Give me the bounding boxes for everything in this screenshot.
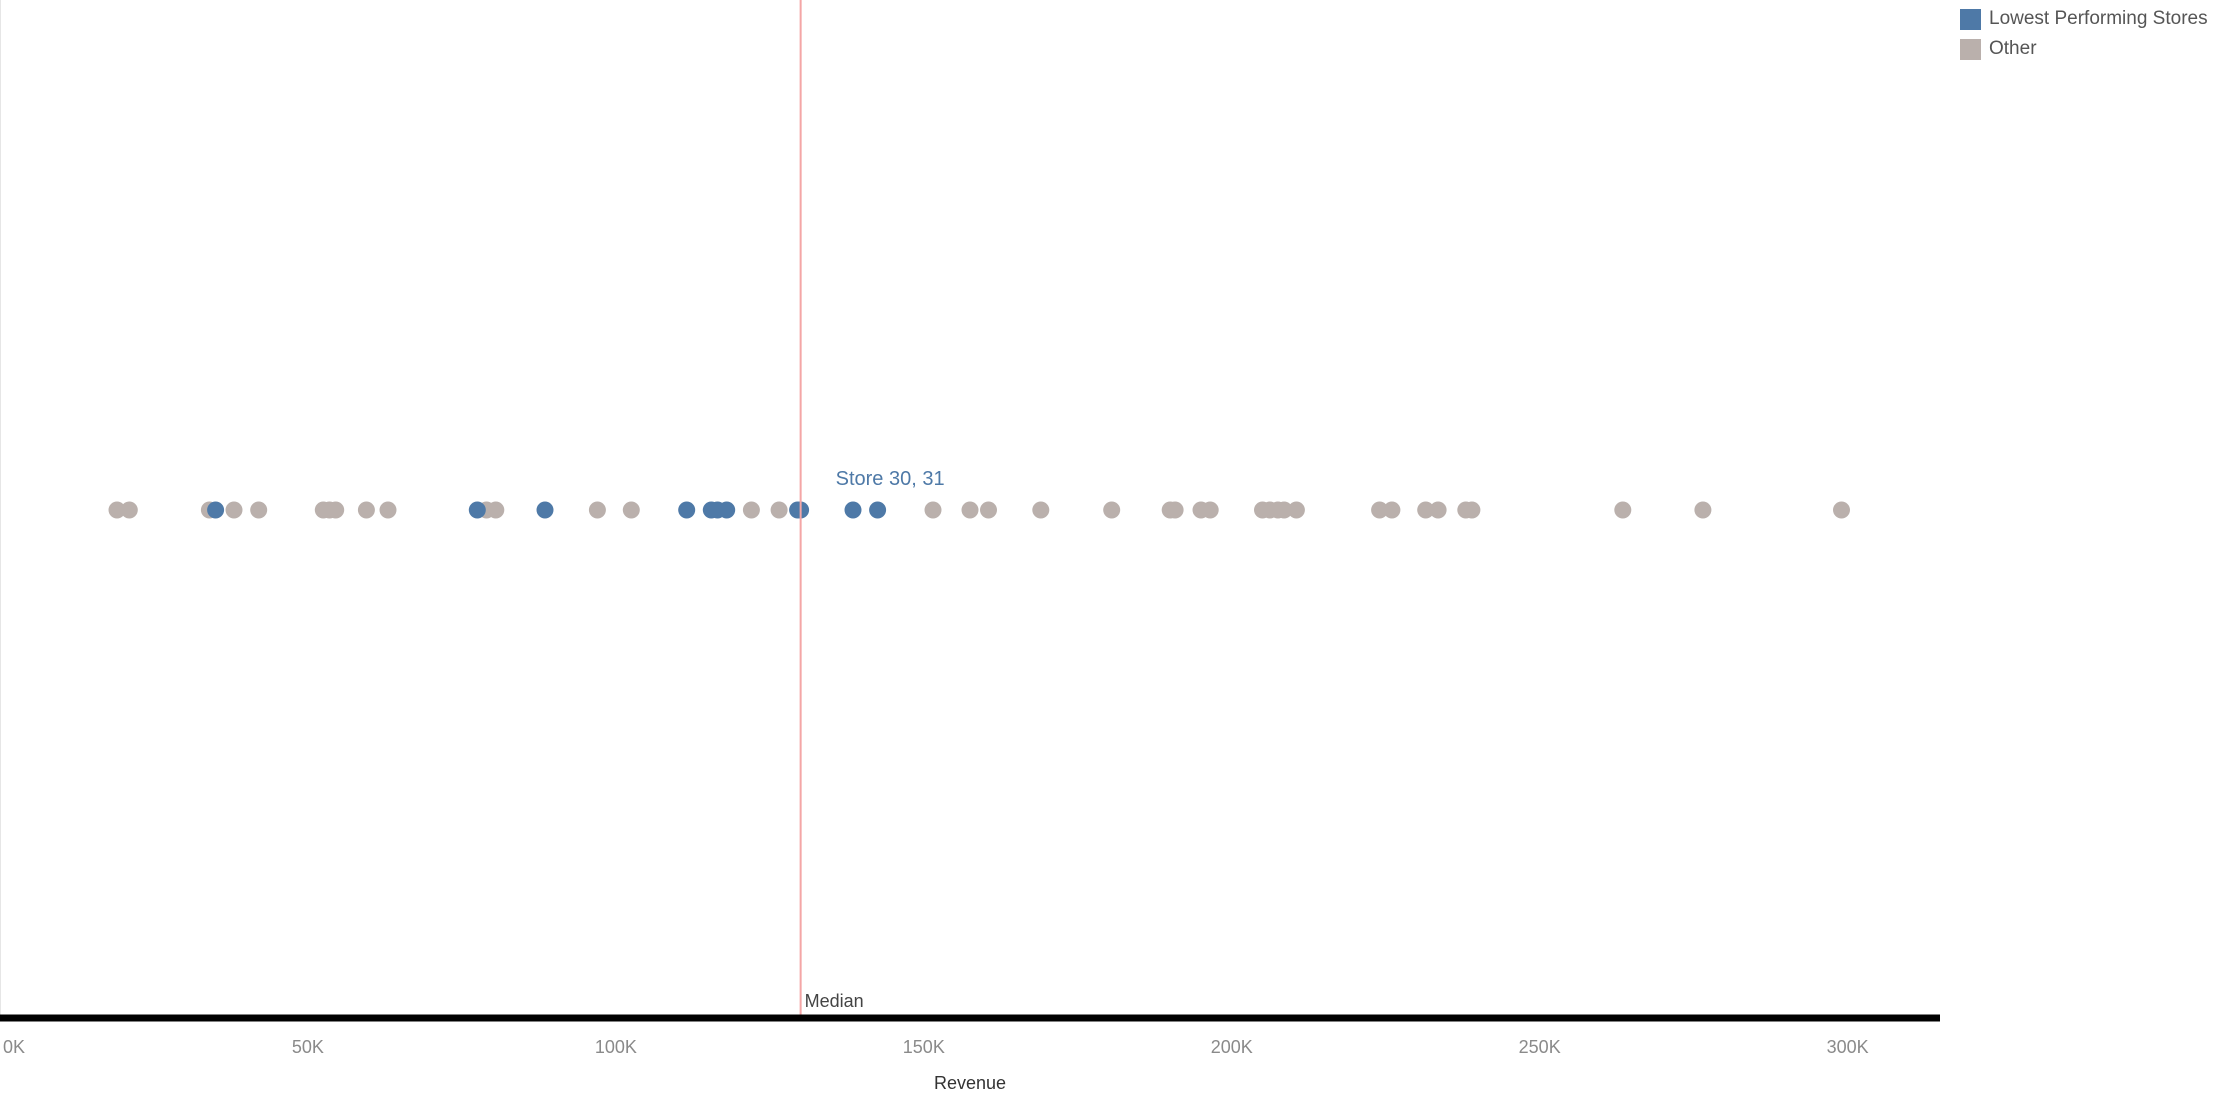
point-other-8[interactable] <box>357 501 375 519</box>
point-other-29[interactable] <box>1287 501 1305 519</box>
point-lowest-performing-stores-10[interactable] <box>869 501 887 519</box>
data-points <box>108 501 1850 519</box>
point-other-13[interactable] <box>622 501 640 519</box>
point-other-11[interactable] <box>487 501 505 519</box>
point-other-7[interactable] <box>327 501 345 519</box>
x-tick-label-6: 300K <box>1827 1037 1869 1057</box>
legend-label-other: Other <box>1989 38 2037 59</box>
point-other-37[interactable] <box>1694 501 1712 519</box>
x-axis: 0K 50K 100K 150K 200K 250K 300K <box>0 1014 1940 1057</box>
x-axis-title: Revenue <box>934 1073 1006 1093</box>
point-lowest-performing-stores-2[interactable] <box>536 501 554 519</box>
legend-swatch-other <box>1960 38 1981 60</box>
point-other-1[interactable] <box>120 501 138 519</box>
x-tick-label-0: 0K <box>3 1037 25 1057</box>
point-other-36[interactable] <box>1614 501 1632 519</box>
point-lowest-performing-stores-3[interactable] <box>678 501 696 519</box>
median-label: Median <box>805 991 864 1011</box>
point-other-19[interactable] <box>1032 501 1050 519</box>
point-other-38[interactable] <box>1833 501 1850 519</box>
point-other-18[interactable] <box>980 501 997 519</box>
point-other-30[interactable] <box>1371 501 1389 519</box>
point-other-12[interactable] <box>588 501 606 519</box>
point-other-24[interactable] <box>1201 501 1219 519</box>
point-other-31[interactable] <box>1383 501 1401 519</box>
point-other-32[interactable] <box>1417 501 1435 519</box>
point-other-16[interactable] <box>924 501 942 519</box>
point-other-3[interactable] <box>225 501 243 519</box>
point-lowest-performing-stores-0[interactable] <box>207 501 225 519</box>
point-other-22[interactable] <box>1166 501 1184 519</box>
point-other-33[interactable] <box>1429 501 1447 519</box>
point-other-17[interactable] <box>961 501 979 519</box>
legend: Lowest Performing Stores Other <box>1960 4 2212 64</box>
x-tick-label-2: 100K <box>595 1037 637 1057</box>
point-lowest-performing-stores-1[interactable] <box>468 501 486 519</box>
x-tick-label-1: 50K <box>292 1037 324 1057</box>
point-other-28[interactable] <box>1275 501 1293 519</box>
point-other-4[interactable] <box>250 501 268 519</box>
x-tick-label-4: 200K <box>1211 1037 1253 1057</box>
legend-swatch-lowest <box>1960 8 1981 30</box>
point-other-9[interactable] <box>379 501 397 519</box>
point-lowest-performing-stores-9[interactable] <box>844 501 862 519</box>
point-other-15[interactable] <box>770 501 788 519</box>
legend-item-other[interactable]: Other <box>1960 34 2212 64</box>
point-other-35[interactable] <box>1463 501 1481 519</box>
legend-label-lowest: Lowest Performing Stores <box>1989 8 2208 29</box>
point-other-0[interactable] <box>108 501 126 519</box>
annotation-label-0: Store 30, 31 <box>836 468 945 490</box>
point-other-14[interactable] <box>742 501 760 519</box>
point-lowest-performing-stores-6[interactable] <box>718 501 736 519</box>
median-reference: Median <box>799 0 864 1018</box>
annotations: Store 30, 31 <box>836 468 945 490</box>
x-tick-label-3: 150K <box>903 1037 945 1057</box>
legend-item-lowest[interactable]: Lowest Performing Stores <box>1960 4 2212 34</box>
x-tick-label-5: 250K <box>1519 1037 1561 1057</box>
point-other-20[interactable] <box>1103 501 1121 519</box>
